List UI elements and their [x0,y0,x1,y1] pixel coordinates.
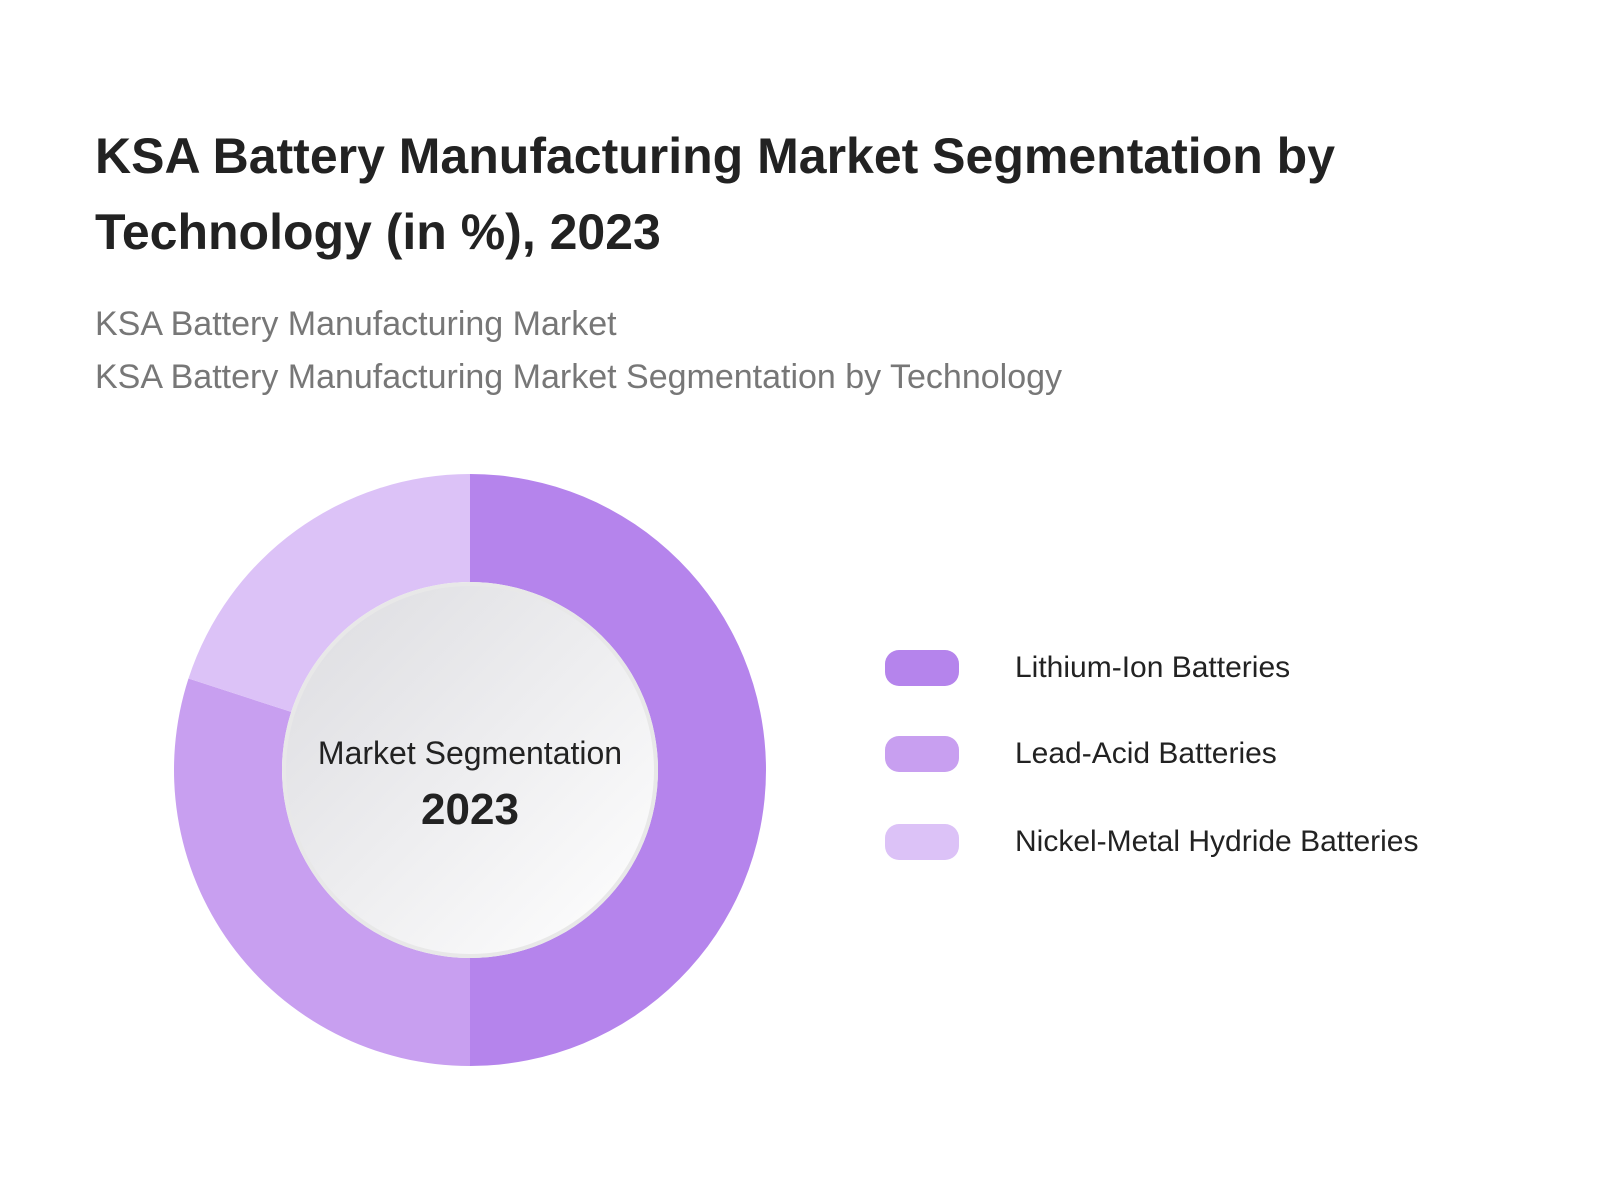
chart-title: KSA Battery Manufacturing Market Segment… [95,128,1336,260]
legend-item: Lead-Acid Batteries [885,734,1277,774]
legend-label: Lead-Acid Batteries [1015,737,1277,770]
legend-label: Lithium-Ion Batteries [1015,651,1291,684]
slice-lithium-ion-batteries [470,474,766,1066]
center-value: 2023 [421,785,519,834]
legend-item: Nickel-Metal Hydride Batteries [885,822,1418,862]
chart-subtitle-1: KSA Battery Manufacturing Market [95,305,617,343]
legend-swatch [885,650,959,686]
center-disc [286,586,654,954]
legend-swatch [885,736,959,772]
center-label: Market Segmentation [318,735,622,771]
legend-label: Nickel-Metal Hydride Batteries [1015,825,1419,858]
legend-item: Lithium-Ion Batteries [885,648,1290,688]
legend-swatch [885,824,959,860]
slice-nickel-metal-hydride-batteries [188,474,470,712]
slice-lead-acid-batteries [173,678,470,1066]
chart-subtitle-2: KSA Battery Manufacturing Market Segment… [95,358,1063,396]
